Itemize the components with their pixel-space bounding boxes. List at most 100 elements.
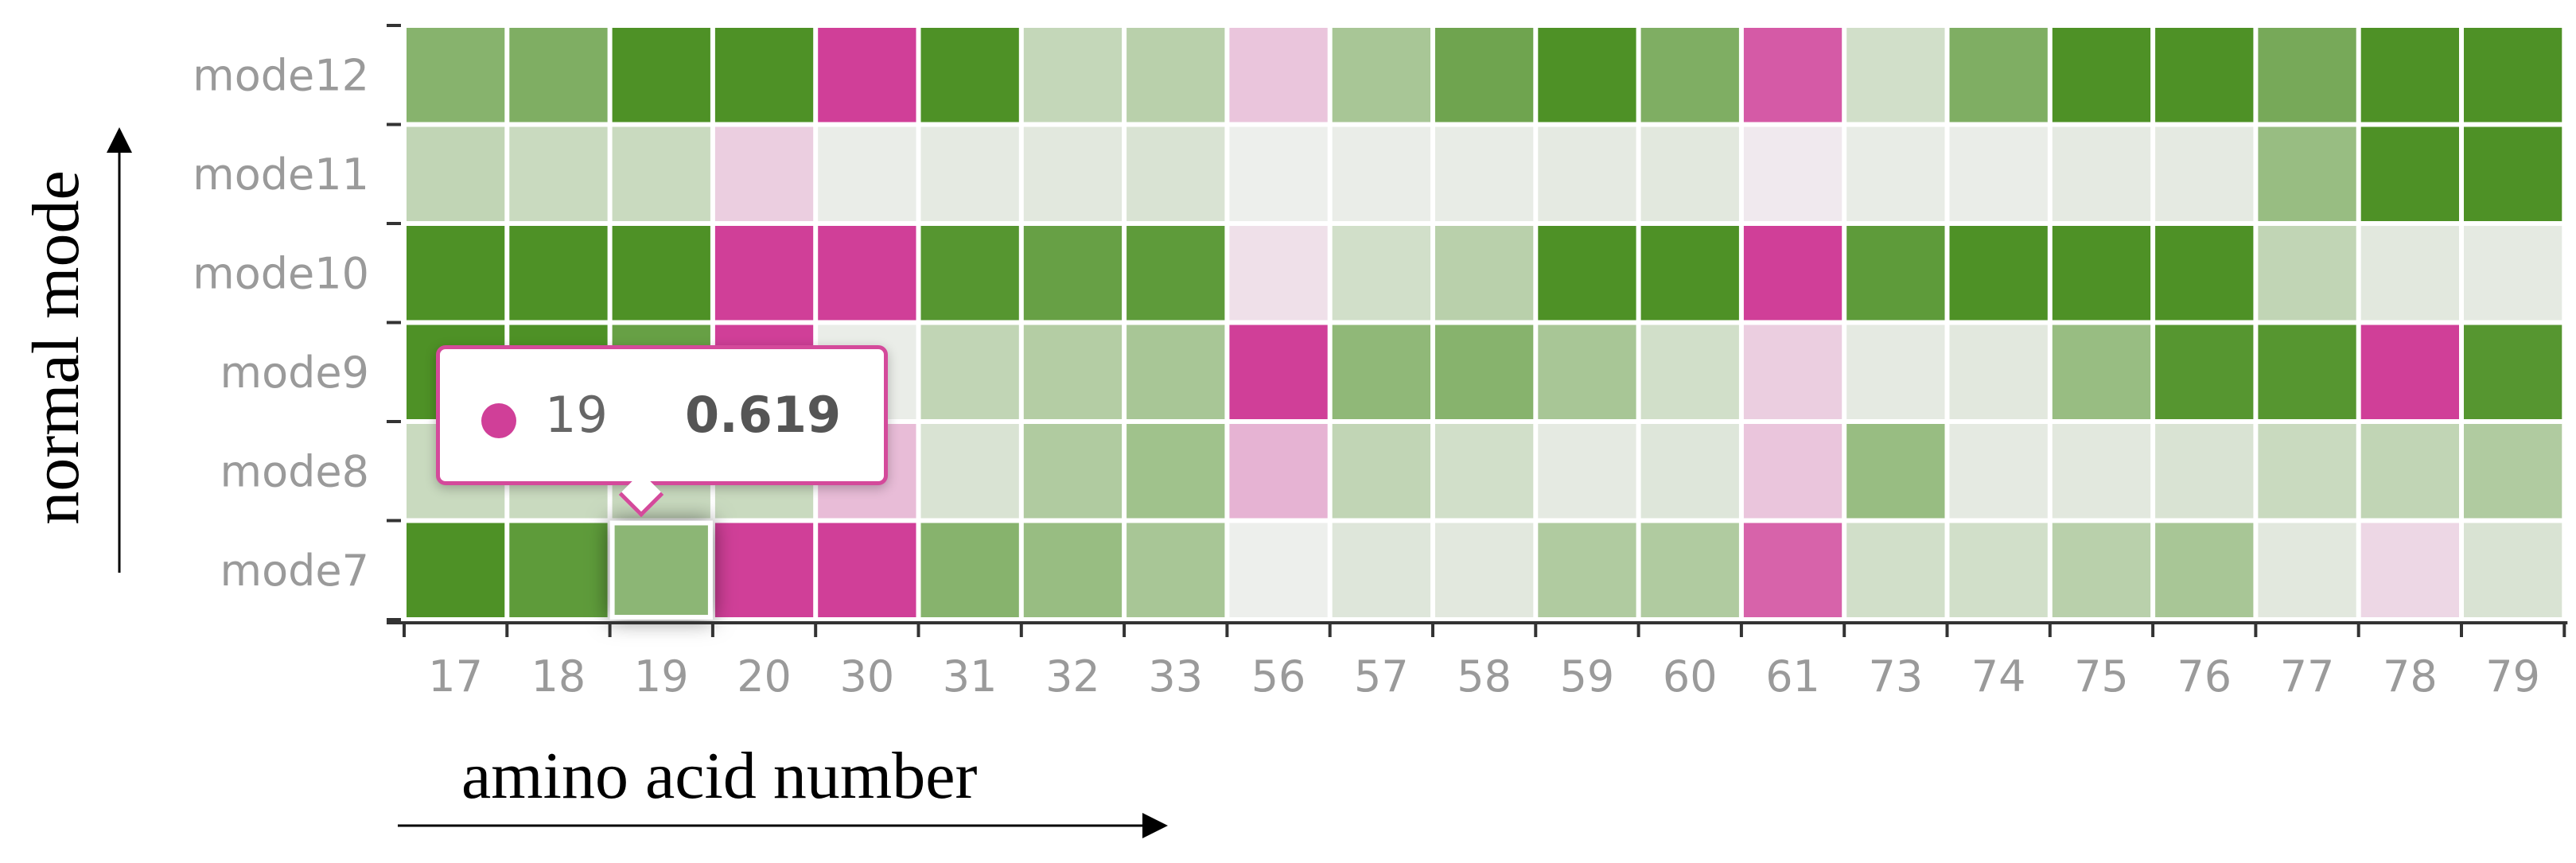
heatmap-cell-mode12-73[interactable] — [1846, 28, 1945, 122]
heatmap-cell-mode12-32[interactable] — [1023, 28, 1123, 122]
heatmap-cell-mode10-75[interactable] — [2052, 226, 2151, 321]
heatmap-cell-mode9-77[interactable] — [2258, 325, 2356, 420]
heatmap-cell-mode11-18[interactable] — [509, 126, 608, 222]
heatmap-cell-mode12-78[interactable] — [2360, 28, 2459, 122]
heatmap-cell-mode8-56[interactable] — [1229, 424, 1328, 519]
heatmap-cell-mode9-60[interactable] — [1640, 325, 1739, 420]
heatmap-cell-mode8-75[interactable] — [2052, 424, 2151, 519]
heatmap-cell-mode10-18[interactable] — [509, 226, 608, 321]
heatmap-cell-mode12-18[interactable] — [509, 28, 608, 122]
heatmap-cell-mode8-33[interactable] — [1127, 424, 1225, 519]
heatmap-cell-mode7-18[interactable] — [509, 523, 608, 618]
heatmap-cell-mode8-57[interactable] — [1332, 424, 1430, 519]
heatmap-cell-mode7-33[interactable] — [1127, 523, 1225, 618]
heatmap-cell-mode8-60[interactable] — [1640, 424, 1739, 519]
heatmap-cell-mode8-77[interactable] — [2258, 424, 2356, 519]
heatmap-cell-mode11-76[interactable] — [2155, 126, 2254, 222]
heatmap-cell-mode12-20[interactable] — [714, 28, 814, 122]
heatmap-cell-mode11-73[interactable] — [1846, 126, 1945, 222]
heatmap-cell-mode11-74[interactable] — [1949, 126, 2048, 222]
heatmap-cell-mode11-59[interactable] — [1538, 126, 1636, 222]
heatmap-cell-mode9-76[interactable] — [2155, 325, 2254, 420]
heatmap-cell-mode10-73[interactable] — [1846, 226, 1945, 321]
heatmap-cell-mode7-32[interactable] — [1023, 523, 1123, 618]
heatmap-cell-mode9-57[interactable] — [1332, 325, 1430, 420]
heatmap-cell-mode8-31[interactable] — [920, 424, 1019, 519]
heatmap-cell-mode9-79[interactable] — [2464, 325, 2562, 420]
heatmap-cell-mode11-77[interactable] — [2258, 126, 2356, 222]
heatmap-cell-mode10-17[interactable] — [407, 226, 505, 321]
heatmap-cell-mode8-74[interactable] — [1949, 424, 2048, 519]
heatmap-cell-mode10-30[interactable] — [818, 226, 916, 321]
heatmap-cell-mode10-19[interactable] — [612, 226, 710, 321]
heatmap-cell-mode9-61[interactable] — [1743, 325, 1843, 420]
heatmap-cell-mode7-31[interactable] — [920, 523, 1019, 618]
heatmap-cell-mode7-78[interactable] — [2360, 523, 2459, 618]
heatmap-cell-mode10-58[interactable] — [1435, 226, 1534, 321]
heatmap-cell-mode7-75[interactable] — [2052, 523, 2151, 618]
heatmap-cell-mode12-60[interactable] — [1640, 28, 1739, 122]
heatmap-cell-mode11-56[interactable] — [1229, 126, 1328, 222]
heatmap-cell-mode9-56[interactable] — [1229, 325, 1328, 420]
heatmap-cell-mode11-61[interactable] — [1743, 126, 1843, 222]
heatmap-cell-mode7-20[interactable] — [714, 523, 814, 618]
heatmap-cell-mode10-61[interactable] — [1743, 226, 1843, 321]
heatmap-cell-mode9-74[interactable] — [1949, 325, 2048, 420]
heatmap-cell-mode7-58[interactable] — [1435, 523, 1534, 618]
heatmap-cell-mode10-56[interactable] — [1229, 226, 1328, 321]
heatmap-cell-mode12-59[interactable] — [1538, 28, 1636, 122]
heatmap-cell-mode11-75[interactable] — [2052, 126, 2151, 222]
heatmap-cell-mode7-76[interactable] — [2155, 523, 2254, 618]
heatmap-cell-mode8-79[interactable] — [2464, 424, 2562, 519]
heatmap-cell-mode11-58[interactable] — [1435, 126, 1534, 222]
heatmap-cell-mode7-56[interactable] — [1229, 523, 1328, 618]
heatmap-cell-mode11-20[interactable] — [714, 126, 814, 222]
heatmap-cell-mode7-59[interactable] — [1538, 523, 1636, 618]
heatmap-cell-mode12-17[interactable] — [407, 28, 505, 122]
heatmap-cell-mode8-58[interactable] — [1435, 424, 1534, 519]
heatmap-cell-mode12-77[interactable] — [2258, 28, 2356, 122]
heatmap-cell-mode7-73[interactable] — [1846, 523, 1945, 618]
heatmap-cell-mode10-60[interactable] — [1640, 226, 1739, 321]
heatmap-cell-mode10-33[interactable] — [1127, 226, 1225, 321]
heatmap-cell-mode9-31[interactable] — [920, 325, 1019, 420]
heatmap-cell-mode7-60[interactable] — [1640, 523, 1739, 618]
heatmap-cell-mode12-56[interactable] — [1229, 28, 1328, 122]
heatmap-cell-mode12-33[interactable] — [1127, 28, 1225, 122]
heatmap-cell-mode10-57[interactable] — [1332, 226, 1430, 321]
heatmap-cell-mode9-75[interactable] — [2052, 325, 2151, 420]
heatmap-cell-mode11-19[interactable] — [612, 126, 710, 222]
heatmap-cell-mode7-19[interactable] — [609, 520, 713, 620]
heatmap-cell-mode10-78[interactable] — [2360, 226, 2459, 321]
heatmap-cell-mode9-33[interactable] — [1127, 325, 1225, 420]
heatmap-cell-mode11-30[interactable] — [818, 126, 916, 222]
heatmap-cell-mode11-78[interactable] — [2360, 126, 2459, 222]
heatmap-cell-mode10-31[interactable] — [920, 226, 1019, 321]
heatmap-cell-mode11-57[interactable] — [1332, 126, 1430, 222]
heatmap-cell-mode9-59[interactable] — [1538, 325, 1636, 420]
heatmap-cell-mode12-19[interactable] — [612, 28, 710, 122]
heatmap-cell-mode12-30[interactable] — [818, 28, 916, 122]
heatmap-cell-mode11-17[interactable] — [407, 126, 505, 222]
heatmap-cell-mode11-32[interactable] — [1023, 126, 1123, 222]
heatmap-cell-mode10-76[interactable] — [2155, 226, 2254, 321]
heatmap-cell-mode12-74[interactable] — [1949, 28, 2048, 122]
heatmap-cell-mode10-74[interactable] — [1949, 226, 2048, 321]
heatmap-cell-mode8-78[interactable] — [2360, 424, 2459, 519]
heatmap-cell-mode8-76[interactable] — [2155, 424, 2254, 519]
heatmap-cell-mode8-61[interactable] — [1743, 424, 1843, 519]
heatmap-cell-mode12-61[interactable] — [1743, 28, 1843, 122]
heatmap-cell-mode11-31[interactable] — [920, 126, 1019, 222]
heatmap-cell-mode10-32[interactable] — [1023, 226, 1123, 321]
heatmap-cell-mode10-59[interactable] — [1538, 226, 1636, 321]
heatmap-cell-mode12-75[interactable] — [2052, 28, 2151, 122]
heatmap-cell-mode11-33[interactable] — [1127, 126, 1225, 222]
heatmap-cell-mode12-79[interactable] — [2464, 28, 2562, 122]
heatmap-cell-mode7-74[interactable] — [1949, 523, 2048, 618]
heatmap-cell-mode11-79[interactable] — [2464, 126, 2562, 222]
heatmap-cell-mode8-32[interactable] — [1023, 424, 1123, 519]
heatmap-cell-mode12-31[interactable] — [920, 28, 1019, 122]
heatmap-cell-mode12-58[interactable] — [1435, 28, 1534, 122]
heatmap-cell-mode10-79[interactable] — [2464, 226, 2562, 321]
heatmap-cell-mode7-17[interactable] — [407, 523, 505, 618]
